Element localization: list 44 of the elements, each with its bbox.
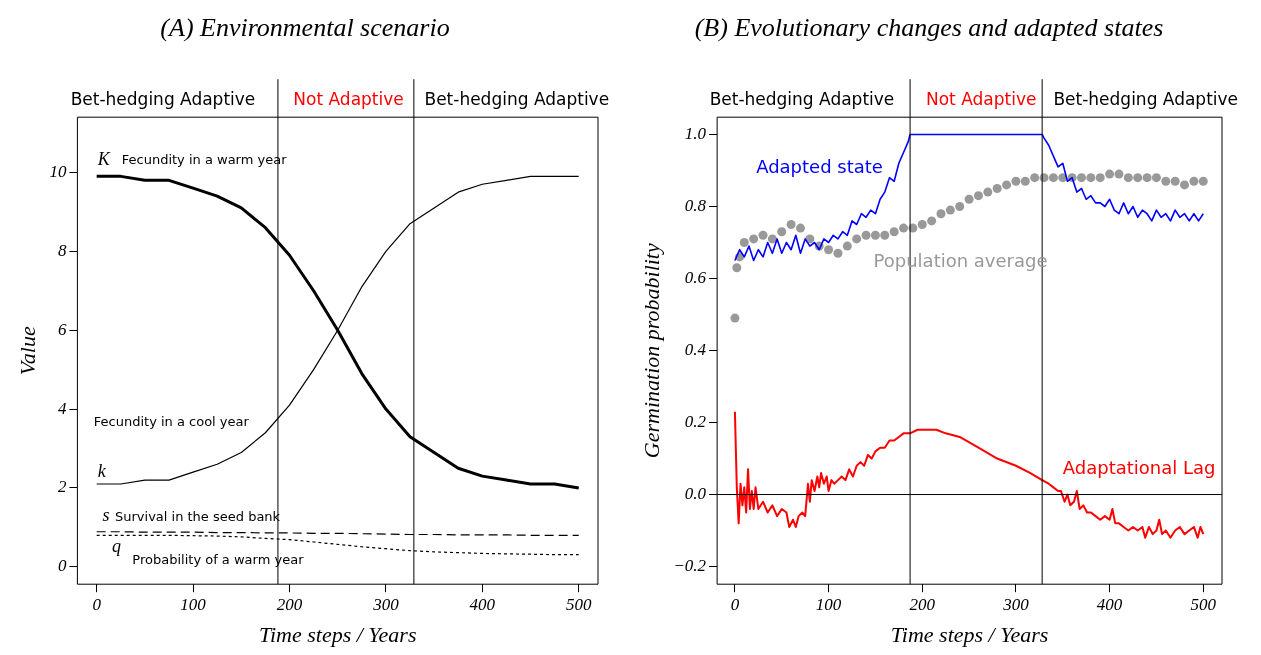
annotation: q xyxy=(112,535,122,556)
x-tick-label: 200 xyxy=(909,594,936,614)
y-tick-label: 0.2 xyxy=(684,412,707,431)
x-tick-label: 0 xyxy=(730,594,740,614)
text: Bet-hedging Adaptive xyxy=(70,88,256,109)
x-axis-title: Time steps / Years xyxy=(258,621,417,647)
x-axis-title: Time steps / Years xyxy=(890,621,1049,647)
y-tick-label: 6 xyxy=(57,319,67,339)
text: Bet-hedging Adaptive xyxy=(1053,88,1239,109)
y-tick-label: 0 xyxy=(57,556,67,576)
x-tick-label: 300 xyxy=(372,594,400,614)
x-tick-label: 400 xyxy=(469,594,496,614)
y-tick-label: 0.6 xyxy=(684,267,707,287)
text: Not Adaptive xyxy=(293,88,404,109)
y-tick-label: 4 xyxy=(57,398,67,418)
y-tick-label: 0.4 xyxy=(684,339,707,359)
annotation: Fecundity in a cool year xyxy=(93,414,250,430)
y-axis-title: Germination probability xyxy=(638,243,664,459)
x-tick-label: 100 xyxy=(815,594,842,614)
series-label: Adapted state xyxy=(756,156,883,178)
annotation: K xyxy=(96,149,111,170)
y-tick-label: 8 xyxy=(57,240,67,260)
series-label: Adaptational Lag xyxy=(1062,457,1216,479)
text: Bet-hedging Adaptive xyxy=(424,88,610,109)
x-tick-label: 300 xyxy=(1002,594,1030,614)
x-tick-label: 400 xyxy=(1096,594,1123,614)
y-tick-label: 1.0 xyxy=(684,123,707,143)
chart-title: (A) Environmental scenario xyxy=(160,13,450,43)
text: Bet-hedging Adaptive xyxy=(709,88,895,109)
annotation: k xyxy=(97,460,107,481)
x-tick-label: 0 xyxy=(92,594,102,614)
chart-title: (B) Evolutionary changes and adapted states xyxy=(694,13,1164,43)
y-tick-label: 0.8 xyxy=(684,195,707,215)
x-tick-label: 500 xyxy=(565,594,592,614)
text: Not Adaptive xyxy=(926,88,1037,109)
y-axis-title: Value xyxy=(14,326,40,376)
y-tick-label: 10 xyxy=(49,161,67,181)
x-tick-label: 500 xyxy=(1190,594,1217,614)
annotation: s xyxy=(102,505,110,526)
y-tick-label: −0.2 xyxy=(673,556,707,576)
x-tick-label: 100 xyxy=(180,594,207,614)
y-tick-label: 2 xyxy=(57,477,67,497)
y-tick-label: 0.0 xyxy=(684,484,707,504)
x-tick-label: 200 xyxy=(276,594,303,614)
